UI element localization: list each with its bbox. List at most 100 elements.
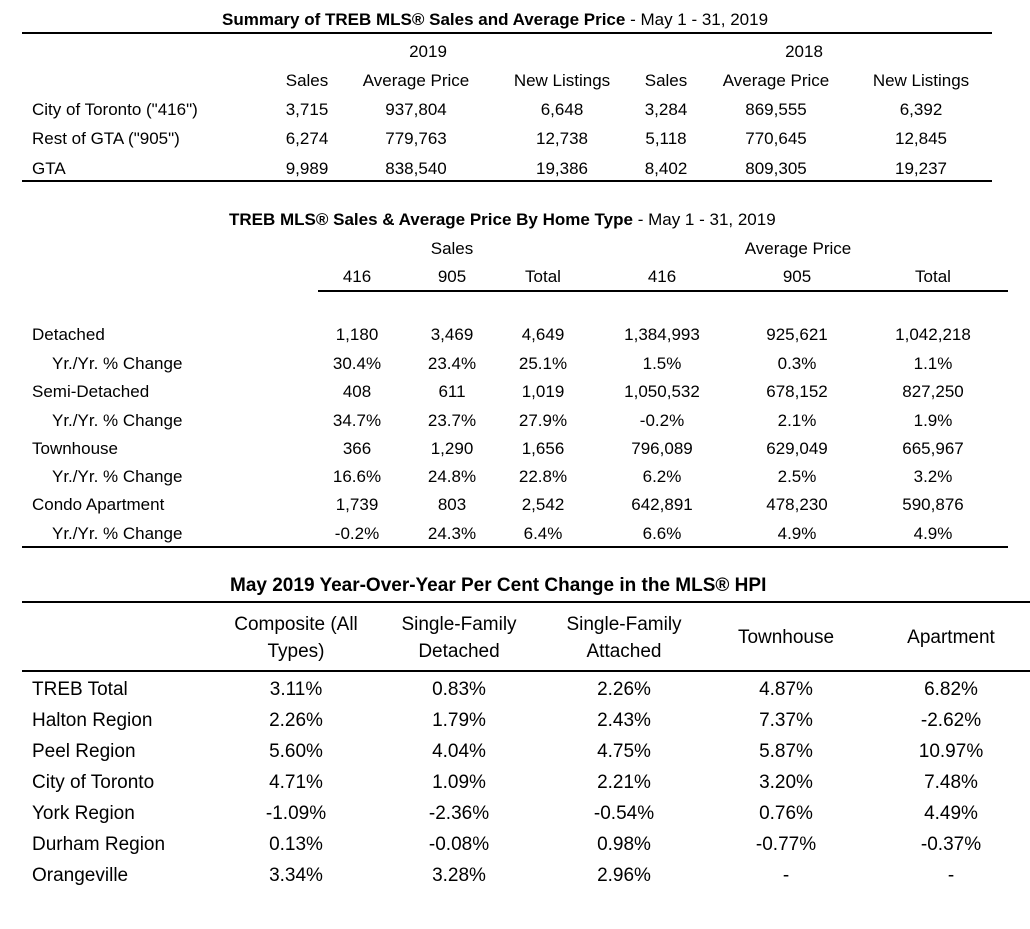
hpi-cell: 5.60%: [269, 741, 323, 762]
yoy-change-label: Yr./Yr. % Change: [52, 467, 183, 486]
hpi-cell: 2.26%: [269, 710, 323, 731]
home-type-cell: 642,891: [631, 495, 693, 514]
hpi-cell: 5.87%: [759, 741, 813, 762]
summary-year-2018: 2018: [785, 42, 823, 61]
home-type-cell: 611: [438, 382, 466, 401]
home-type-cell: 6.4%: [523, 524, 563, 543]
home-type-col-header: Total: [915, 267, 951, 286]
home-type-cell: 1,042,218: [895, 325, 971, 344]
home-type-cell: 1,019: [521, 382, 565, 401]
hpi-cell: 2.43%: [597, 710, 651, 731]
summary-year-2019: 2019: [409, 42, 447, 61]
summary-row-label: City of Toronto ("416"): [32, 100, 198, 119]
hpi-row-label: Orangeville: [32, 865, 129, 886]
home-type-cell: 23.7%: [427, 411, 477, 430]
home-type-header-rule: [318, 290, 1008, 292]
hpi-cell: -2.62%: [920, 710, 982, 731]
summary-cell: 19,237: [895, 159, 947, 178]
hpi-cell: 6.82%: [924, 679, 978, 700]
home-type-cell: 2.5%: [777, 467, 817, 486]
home-type-cell: -0.2%: [639, 411, 685, 430]
summary-cell: 6,274: [285, 129, 329, 148]
summary-cell: 12,738: [536, 129, 588, 148]
home-type-title-rest: - May 1 - 31, 2019: [632, 210, 776, 229]
home-type-cell: 827,250: [902, 382, 964, 401]
summary-cell: 5,118: [645, 129, 687, 148]
home-type-cell: 30.4%: [332, 354, 382, 373]
home-type-cell: 590,876: [902, 495, 964, 514]
hpi-cell: 3.20%: [759, 772, 813, 793]
summary-cell: 869,555: [745, 100, 807, 119]
hpi-header-rule: [22, 670, 1030, 672]
home-type-cell: 1.9%: [913, 411, 953, 430]
home-type-title: TREB MLS® Sales & Average Price By Home …: [229, 211, 776, 228]
home-type-cell: 1,290: [430, 439, 474, 458]
hpi-cell: -: [947, 865, 955, 886]
hpi-cell: 0.76%: [759, 803, 813, 824]
summary-col-header: Average Price: [722, 71, 830, 90]
hpi-col-header: Single-Family: [566, 614, 682, 635]
home-type-cell: 478,230: [766, 495, 828, 514]
home-type-cell: 1,050,532: [624, 382, 700, 401]
hpi-cell: 4.75%: [597, 741, 651, 762]
yoy-change-label: Yr./Yr. % Change: [52, 354, 183, 373]
hpi-cell: -0.08%: [428, 834, 490, 855]
home-type-sales-group: Sales: [430, 239, 474, 258]
home-type-cell: 925,621: [766, 325, 828, 344]
home-type-cell: 34.7%: [332, 411, 382, 430]
home-type-cell: 629,049: [766, 439, 828, 458]
home-type-price-group: Average Price: [744, 239, 852, 258]
home-type-cell: 1,656: [521, 439, 565, 458]
hpi-row-label: TREB Total: [32, 679, 128, 700]
hpi-col-header: Apartment: [907, 627, 995, 648]
hpi-cell: 2.26%: [597, 679, 651, 700]
hpi-row-label: Durham Region: [32, 834, 166, 855]
hpi-cell: 1.09%: [432, 772, 486, 793]
yoy-change-label: Yr./Yr. % Change: [52, 524, 183, 543]
summary-bottom-rule: [22, 180, 992, 182]
summary-cell: 3,284: [644, 100, 688, 119]
hpi-row-label: Peel Region: [32, 741, 136, 762]
home-type-col-header: 416: [342, 267, 372, 286]
summary-cell: 19,386: [536, 159, 588, 178]
home-type-col-header: 416: [647, 267, 677, 286]
home-type-cell: 4.9%: [913, 524, 953, 543]
summary-cell: 937,804: [385, 100, 447, 119]
home-type-cell: 24.3%: [427, 524, 477, 543]
hpi-cell: -1.09%: [265, 803, 327, 824]
summary-col-header: Average Price: [362, 71, 470, 90]
home-type-cell: 4,649: [521, 325, 565, 344]
home-type-cell: 1.5%: [642, 354, 682, 373]
hpi-cell: 4.49%: [924, 803, 978, 824]
home-type-cell: 4.9%: [777, 524, 817, 543]
home-type-cell: 665,967: [902, 439, 964, 458]
hpi-cell: 0.13%: [269, 834, 323, 855]
home-type-label: Semi-Detached: [32, 382, 150, 401]
home-type-cell: 1,384,993: [624, 325, 700, 344]
summary-col-header: New Listings: [872, 71, 970, 90]
home-type-label: Townhouse: [32, 439, 119, 458]
summary-cell: 12,845: [895, 129, 947, 148]
home-type-cell: 2.1%: [777, 411, 817, 430]
summary-title-rest: - May 1 - 31, 2019: [625, 10, 769, 29]
home-type-cell: 6.6%: [642, 524, 682, 543]
hpi-col-header: Detached: [418, 641, 500, 662]
summary-row-label: GTA: [32, 159, 66, 178]
hpi-cell: -0.37%: [920, 834, 982, 855]
home-type-cell: 16.6%: [332, 467, 382, 486]
hpi-cell: 2.21%: [597, 772, 651, 793]
hpi-cell: -0.77%: [755, 834, 817, 855]
home-type-cell: 6.2%: [642, 467, 682, 486]
summary-cell: 838,540: [385, 159, 447, 178]
home-type-cell: 25.1%: [518, 354, 568, 373]
summary-top-rule: [22, 32, 992, 34]
summary-title: Summary of TREB MLS® Sales and Average P…: [222, 11, 768, 28]
hpi-cell: 2.96%: [597, 865, 651, 886]
hpi-top-rule: [22, 601, 1030, 603]
hpi-col-header: Composite (All: [234, 614, 358, 635]
home-type-col-header: Total: [525, 267, 561, 286]
summary-col-header: Sales: [644, 71, 688, 90]
home-type-cell: -0.2%: [334, 524, 380, 543]
home-type-cell: 23.4%: [427, 354, 477, 373]
hpi-row-label: Halton Region: [32, 710, 153, 731]
